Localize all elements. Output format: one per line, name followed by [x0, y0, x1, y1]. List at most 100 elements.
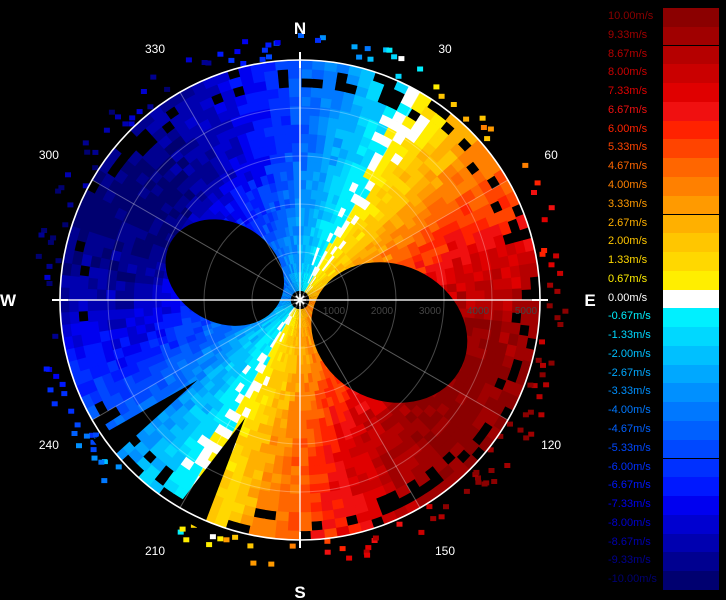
velocity-cell: [304, 391, 311, 402]
velocity-cell: [106, 278, 117, 291]
velocity-cell: [290, 207, 297, 218]
velocity-cell: [142, 298, 153, 309]
legend-label: 3.33m/s: [608, 197, 648, 210]
velocity-cell: [133, 298, 144, 309]
velocity-cell: [478, 249, 491, 263]
velocity-cell: [306, 286, 315, 294]
velocity-cell: [71, 333, 84, 349]
velocity-cell: [498, 220, 512, 236]
velocity-cell: [287, 254, 293, 265]
velocity-cell: [259, 394, 269, 406]
velocity-cell: [375, 400, 388, 413]
velocity-cell: [225, 333, 237, 342]
velocity-cell: [88, 319, 100, 334]
velocity-cell: [281, 294, 292, 299]
velocity-cell: [277, 310, 286, 318]
velocity-cell: [449, 442, 465, 459]
velocity-cell: [280, 465, 292, 476]
velocity-cell: [489, 330, 501, 344]
velocity-cell: [336, 196, 346, 208]
velocity-cell: [254, 361, 264, 373]
velocity-cell: [340, 496, 356, 509]
velocity-cell: [329, 233, 338, 245]
velocity-cell: [432, 457, 449, 474]
velocity-cell: [354, 217, 365, 229]
velocity-cell: [127, 150, 144, 167]
legend-entry: 10.00m/s: [605, 8, 719, 27]
velocity-speckle: [522, 162, 529, 168]
legend-entry: 1.33m/s: [605, 252, 719, 271]
velocity-cell: [262, 213, 271, 225]
velocity-cell: [312, 266, 319, 277]
velocity-cell: [274, 308, 285, 315]
velocity-cell: [296, 309, 300, 319]
velocity-cell: [389, 213, 402, 226]
legend-entry: 5.33m/s: [605, 139, 719, 159]
velocity-cell: [261, 344, 270, 355]
velocity-cell: [333, 516, 349, 529]
velocity-cell: [341, 256, 351, 266]
velocity-cell: [266, 221, 275, 233]
velocity-cell: [182, 322, 194, 332]
velocity-cell: [511, 300, 522, 314]
velocity-cell: [366, 506, 383, 521]
velocity-speckle: [319, 35, 326, 41]
velocity-cell: [527, 324, 540, 340]
velocity-cell: [308, 294, 319, 298]
velocity-cell: [306, 306, 314, 315]
velocity-cell: [294, 382, 300, 393]
velocity-cell: [217, 337, 229, 347]
velocity-cell: [200, 345, 213, 356]
velocity-cell: [482, 319, 494, 332]
velocity-cell: [243, 377, 254, 389]
velocity-cell: [288, 87, 302, 98]
velocity-cell: [134, 315, 146, 327]
velocity-cell: [265, 311, 276, 317]
velocity-cell: [281, 180, 290, 191]
velocity-cell: [267, 387, 277, 399]
velocity-cell: [223, 385, 235, 398]
velocity-cell: [501, 354, 515, 371]
velocity-speckle: [383, 47, 390, 53]
velocity-cell: [290, 124, 302, 135]
velocity-cell: [326, 232, 335, 243]
velocity-cell: [320, 275, 330, 283]
velocity-cell: [284, 363, 290, 374]
velocity-cell: [511, 276, 522, 291]
velocity-cell: [298, 502, 312, 513]
velocity-cell: [303, 373, 309, 384]
bearing-spoke: [299, 299, 421, 509]
velocity-cell: [179, 305, 190, 313]
velocity-cell: [180, 310, 191, 319]
velocity-cell: [295, 281, 299, 292]
velocity-speckle: [438, 514, 445, 520]
velocity-cell: [306, 363, 312, 374]
velocity-cell: [291, 308, 297, 318]
velocity-cell: [263, 126, 276, 138]
velocity-cell: [292, 263, 296, 273]
velocity-cell: [306, 316, 312, 327]
velocity-cell: [345, 190, 356, 202]
velocity-cell: [374, 210, 386, 223]
velocity-cell: [184, 353, 197, 365]
velocity-cell: [225, 213, 237, 225]
velocity-cell: [282, 343, 289, 354]
velocity-cell: [300, 281, 303, 291]
velocity-cell: [258, 480, 272, 492]
bearing-spoke: [91, 299, 301, 421]
velocity-cell: [285, 207, 292, 218]
legend-label: 4.00m/s: [608, 178, 648, 191]
velocity-cell: [264, 163, 275, 176]
velocity-cell: [273, 350, 281, 361]
velocity-cell: [319, 273, 328, 282]
velocity-cell: [305, 284, 312, 293]
legend-swatch: [663, 552, 719, 572]
velocity-cell: [378, 214, 391, 227]
velocity-cell: [314, 445, 325, 457]
velocity-cell: [321, 153, 332, 165]
velocity-cell: [69, 310, 80, 325]
velocity-cell: [278, 199, 287, 210]
velocity-cell: [492, 310, 504, 323]
velocity-cell: [300, 133, 310, 144]
velocity-cell: [276, 361, 284, 372]
